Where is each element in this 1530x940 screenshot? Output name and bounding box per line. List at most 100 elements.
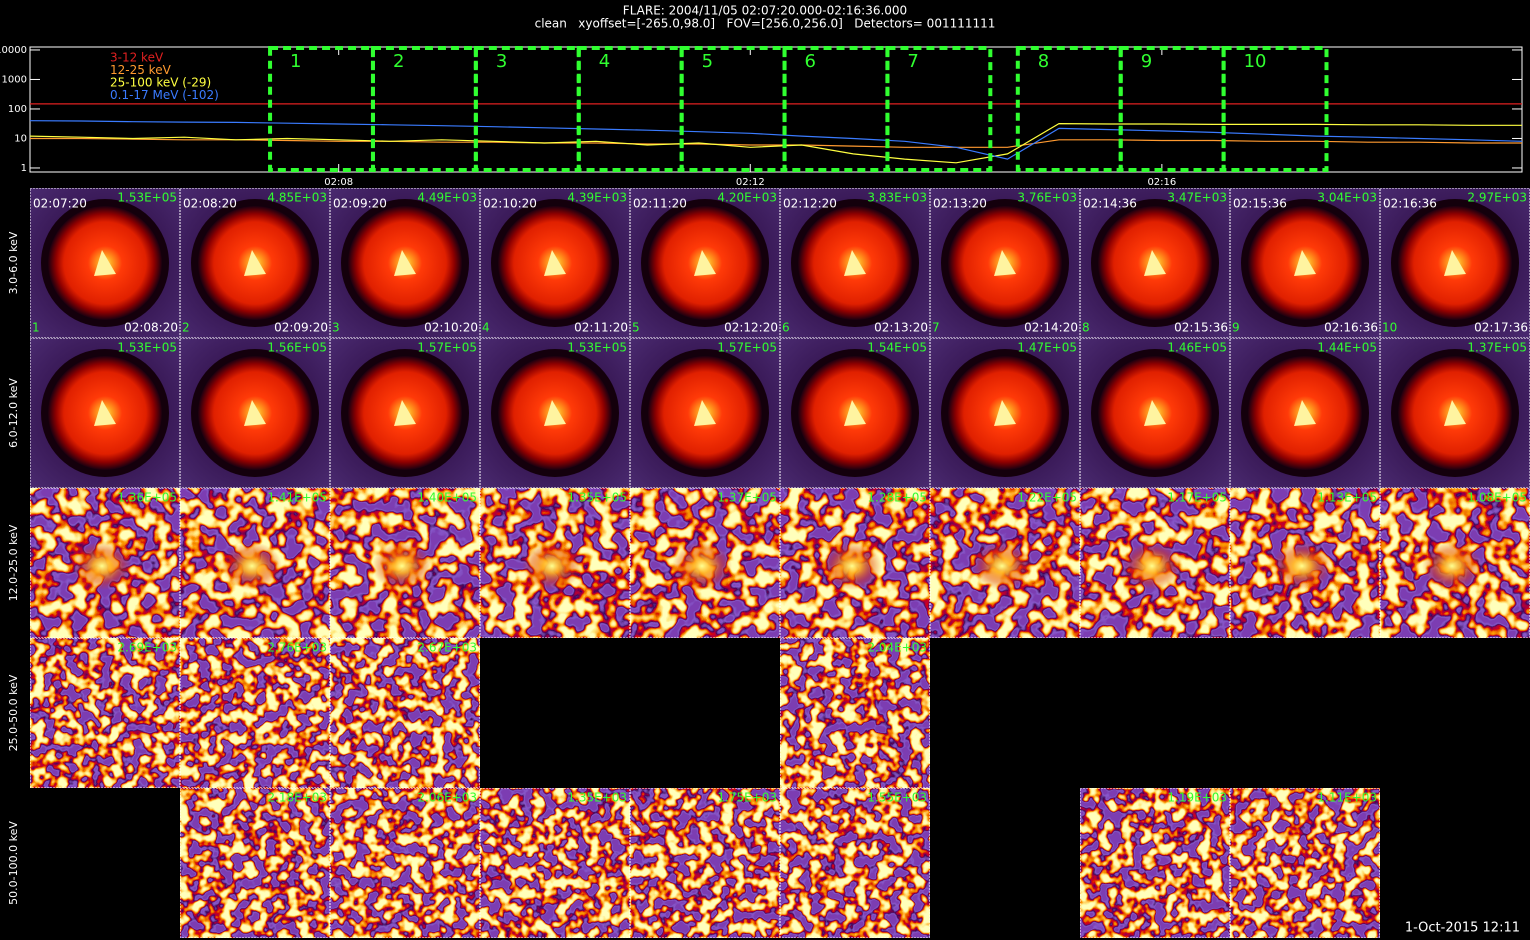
cell-border	[1380, 188, 1530, 338]
start-time: 02:13:20	[933, 197, 987, 211]
source	[1444, 250, 1466, 276]
x-tick-label: 02:08	[324, 177, 353, 188]
cell-border	[930, 188, 1080, 338]
max-value: 3.83E+03	[867, 191, 927, 205]
source-blob	[822, 542, 882, 590]
image-cell: 2.67E+03	[330, 638, 480, 788]
max-value: 1.36E+05	[117, 491, 177, 505]
footer: 1-Oct-2015 12:11	[1405, 921, 1520, 936]
source	[844, 400, 866, 426]
max-value: 2.67E+03	[417, 641, 477, 655]
cell-border	[930, 488, 1080, 638]
image-cell: 3.04E+03 02:15:36 02:16:36 9	[1230, 188, 1380, 338]
start-time: 02:12:20	[783, 197, 837, 211]
image-cell: 1.40E+05	[330, 488, 480, 638]
max-value: 1.35E+03	[567, 791, 627, 805]
image-cell: 1.53E+05	[480, 338, 630, 488]
interval-box	[1015, 46, 1123, 172]
x-tick-label: 02:12	[736, 177, 765, 188]
max-value: 1.53E+05	[567, 341, 627, 355]
max-value: 2.97E+03	[1467, 191, 1527, 205]
cell-border	[780, 488, 930, 638]
title: FLARE: 2004/11/05 02:07:20.000-02:16:36.…	[623, 4, 907, 18]
image-cell: 3.76E+03 02:13:20 02:14:20 7	[930, 188, 1080, 338]
end-time: 02:08:20	[124, 321, 178, 335]
max-value: 1.57E+05	[717, 341, 777, 355]
interval-box	[885, 46, 993, 172]
max-value: 1.35E+05	[567, 491, 627, 505]
image-cell: 1.54E+05	[780, 338, 930, 488]
max-value: 1.53E+05	[117, 191, 177, 205]
max-value: 1.75E+03	[717, 791, 777, 805]
interval-box	[1118, 46, 1226, 172]
interval-label: 3	[496, 51, 507, 72]
cell-border	[330, 188, 480, 338]
legend-entry: 25-100 keV (-29)	[110, 76, 211, 90]
source	[544, 400, 566, 426]
cell-border	[480, 188, 630, 338]
cell-border	[480, 338, 630, 488]
cell-border	[1230, 488, 1380, 638]
image-cell: 1.13E+05	[1230, 488, 1380, 638]
image-cell: 2.04E+03	[780, 638, 930, 788]
max-value: 1.11E+03	[1317, 791, 1377, 805]
cell-border	[630, 188, 780, 338]
end-time: 02:14:20	[1024, 321, 1078, 335]
image-noise	[1230, 788, 1380, 938]
image-cell: 1.17E+05	[1080, 488, 1230, 638]
source-blob	[372, 542, 432, 590]
interval-box	[268, 46, 375, 172]
cell-border	[1230, 188, 1380, 338]
cell-border	[1080, 488, 1230, 638]
cell-border	[180, 338, 330, 488]
y-tick-label: 10	[14, 133, 27, 144]
cell-border	[630, 488, 780, 638]
source	[244, 250, 266, 276]
image-cell: 3.47E+03 02:14:36 02:15:36 8	[1080, 188, 1230, 338]
row-label: 50.0-100.0 keV	[7, 821, 20, 905]
interval-number: 8	[1082, 321, 1090, 335]
max-value: 2.06E+03	[417, 791, 477, 805]
max-value: 4.39E+03	[567, 191, 627, 205]
max-value: 3.47E+03	[1167, 191, 1227, 205]
image-noise	[30, 638, 180, 788]
interval-number: 4	[482, 321, 490, 335]
interval-number: 6	[782, 321, 790, 335]
y-tick-label: 1000	[2, 74, 27, 85]
image-cell: 1.41E+05	[180, 488, 330, 638]
source	[544, 250, 566, 276]
legend-entry: 12-25 keV	[110, 63, 172, 77]
cell-border	[1080, 338, 1230, 488]
image-noise	[780, 788, 930, 938]
interval-number: 2	[182, 321, 190, 335]
max-value: 2.76E+03	[267, 641, 327, 655]
interval-label: 6	[805, 51, 816, 72]
cell-border	[630, 338, 780, 488]
source	[394, 250, 416, 276]
image-cell: 4.49E+03 02:09:20 02:10:20 3	[330, 188, 480, 338]
max-value: 2.18E+03	[267, 791, 327, 805]
start-time: 02:09:20	[333, 197, 387, 211]
source-blob	[1122, 542, 1182, 590]
image-cell: 1.19E+03	[1080, 788, 1230, 938]
image-noise	[180, 788, 330, 938]
max-value: 1.56E+05	[267, 341, 327, 355]
interval-number: 9	[1232, 321, 1240, 335]
end-time: 02:16:36	[1324, 321, 1378, 335]
start-time: 02:07:20	[33, 197, 87, 211]
image-cell: 4.39E+03 02:10:20 02:11:20 4	[480, 188, 630, 338]
interval-label: 2	[393, 51, 404, 72]
max-value: 1.28E+05	[867, 491, 927, 505]
cell-border	[1230, 788, 1380, 938]
max-value: 3.04E+03	[1317, 191, 1377, 205]
source	[94, 250, 116, 276]
interval-box	[473, 46, 581, 172]
image-cell: 2.18E+03	[180, 788, 330, 938]
source	[844, 250, 866, 276]
cell-border	[1380, 488, 1530, 638]
interval-number: 5	[632, 321, 640, 335]
cell-border	[180, 638, 330, 788]
source	[1294, 250, 1316, 276]
max-value: 1.19E+03	[1167, 791, 1227, 805]
series-line	[29, 120, 1523, 160]
